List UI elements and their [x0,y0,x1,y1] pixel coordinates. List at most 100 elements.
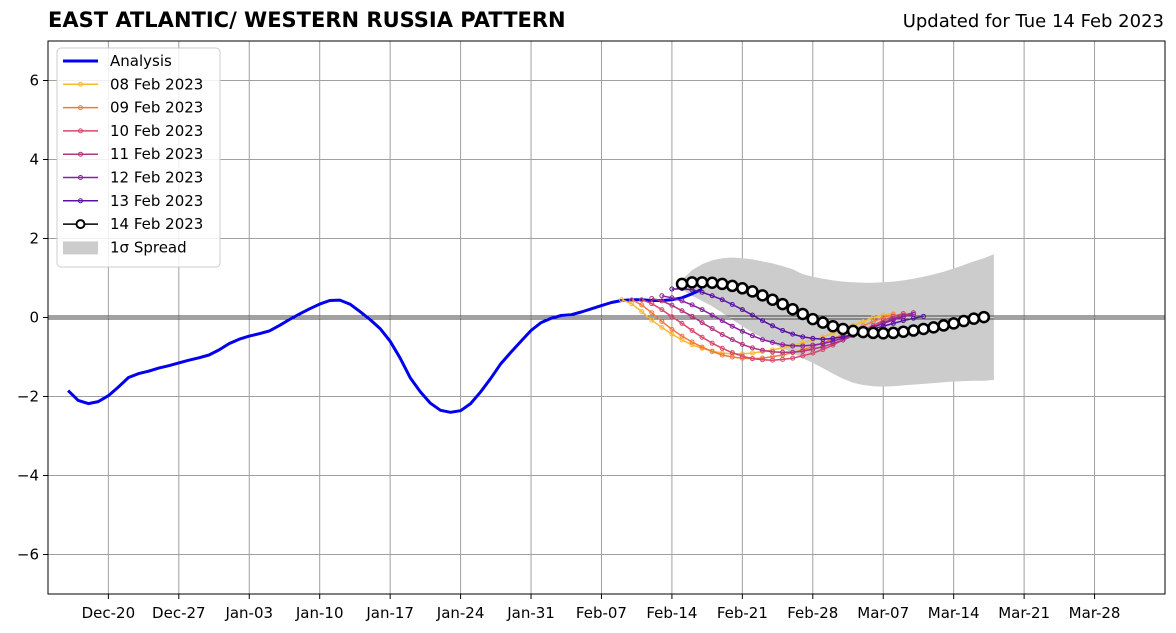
forecast-point [796,307,809,321]
forecast-point [770,349,776,355]
forecast-point [920,313,926,319]
forecast-point [669,326,675,332]
forecast-point [685,276,699,289]
x-tick-label: Jan-31 [506,604,555,622]
forecast-point [756,289,769,302]
forecast-point [719,297,725,303]
forecast-point [729,301,735,307]
forecast-point [709,348,715,354]
forecast-point [856,325,870,339]
legend-label: 14 Feb 2023 [110,215,203,233]
forecast-point [719,331,725,337]
forecast-point [649,296,655,302]
forecast-point [800,343,806,349]
legend-item: 08 Feb 2023 [63,75,203,93]
series-layer [67,276,991,414]
forecast-point [890,320,896,326]
forecast-point [719,352,725,358]
forecast-series [675,276,991,340]
x-tick-label: Dec-27 [152,604,206,622]
forecast-point [780,356,786,362]
forecast-point [639,297,645,303]
forecast-point [820,346,826,352]
forecast-point [709,293,715,299]
forecast-point [639,302,645,308]
tick-layer: Dec-20 Dec-27 Jan-03 Jan-10 Jan-17 Jan-24 Jan-… [17,72,1121,623]
forecast-point [866,326,880,340]
forecast-point [907,324,920,337]
forecast-point [739,307,745,313]
x-tick-label: Mar-07 [857,604,909,622]
forecast-point [770,323,776,329]
forecast-point [689,302,695,308]
x-tick-label: Feb-21 [717,604,768,622]
legend-box [56,47,221,268]
forecast-point [715,277,729,291]
forecast-point [729,337,735,343]
forecast-point [790,331,796,337]
chart-subtitle: Updated for Tue 14 Feb 2023 [902,11,1164,32]
legend-item: 13 Feb 2023 [63,192,203,210]
legend-swatch [63,241,98,255]
legend-item: 10 Feb 2023 [63,122,203,140]
forecast-point [699,344,705,350]
forecast-point [800,340,806,346]
x-tick-label: Mar-14 [928,604,980,622]
forecast-point [669,295,675,301]
forecast-point [669,286,675,292]
forecast-point [749,333,755,339]
forecast-point [659,293,665,299]
forecast-point [739,353,745,359]
x-tick-label: Feb-07 [576,604,627,622]
forecast-point [776,297,789,311]
forecast-point [766,293,779,306]
forecast-point [695,276,709,289]
forecast-point [810,342,816,348]
forecast-point [816,316,830,329]
forecast-point [790,343,796,349]
forecast-point [639,309,645,315]
legend-marker [78,81,83,87]
forecast-point [887,326,900,340]
x-tick-label: Feb-14 [646,604,697,622]
forecast-point [836,322,850,336]
forecast-point [830,338,836,344]
forecast-point [729,323,735,329]
forecast-point [917,322,930,336]
forecast-point [770,339,776,345]
y-tick-label: −2 [17,388,39,406]
forecast-point [719,318,725,324]
forecast-point [669,331,675,337]
x-tick-label: Mar-21 [998,604,1050,622]
forecast-point [659,324,665,330]
forecast-point [709,312,715,318]
legend-item: Analysis [63,52,172,70]
x-tick-label: Jan-10 [295,604,344,622]
forecast-point [759,357,765,363]
forecast-point [790,355,796,361]
forecast-point [669,302,675,308]
forecast-point [669,314,675,320]
legend-marker [75,219,86,230]
legend-label: 08 Feb 2023 [110,75,203,93]
forecast-point [910,315,916,321]
forecast-point [880,315,886,320]
forecast-point [719,345,725,351]
forecast-point [699,334,705,340]
legend-label: 1σ Spread [110,238,187,256]
forecast-point [806,312,820,326]
forecast-point [689,328,695,334]
forecast-point [947,317,960,330]
forecast-point [937,319,950,332]
forecast-point [846,324,860,338]
forecast-point [900,318,906,324]
x-tick-label: Feb-28 [787,604,838,622]
analysis-line [67,287,703,414]
legend-marker [78,175,83,180]
forecast-point [679,298,685,304]
forecast-point [629,297,635,303]
forecast-point [759,337,765,343]
forecast-point [746,285,759,298]
forecast-point [679,333,685,339]
legend-item: 12 Feb 2023 [63,169,203,187]
